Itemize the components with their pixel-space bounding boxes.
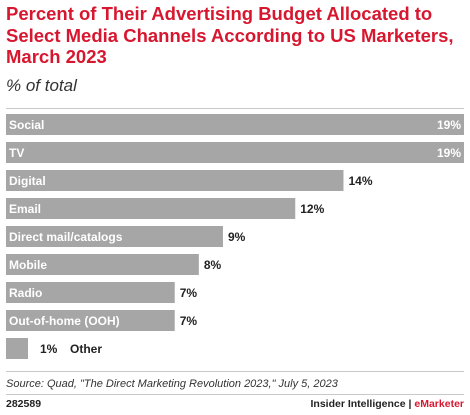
category-label: Out-of-home (OOH) [9, 314, 120, 328]
bar-social [6, 114, 464, 135]
bar-tv [6, 142, 464, 163]
value-label: 8% [204, 258, 222, 272]
value-label: 12% [300, 202, 324, 216]
bar-radio [6, 282, 175, 303]
category-label: Radio [9, 286, 42, 300]
category-label: Mobile [9, 258, 47, 272]
brand-credit: Insider Intelligence | eMarketer [310, 398, 464, 410]
value-label: 14% [348, 174, 372, 188]
bar-chart: Social 19% TV 19% Digital 14% Email 12% Direct m… [6, 114, 464, 359]
category-label: TV [9, 146, 24, 160]
brand-main: Insider Intelligence | [310, 398, 415, 410]
value-label: 1% [40, 342, 58, 356]
value-label: 19% [437, 118, 461, 132]
top-divider [6, 108, 464, 109]
bar-out-of-home-ooh- [6, 310, 175, 331]
category-label: Other [70, 342, 102, 356]
value-label: 19% [437, 146, 461, 160]
source-divider [6, 371, 464, 372]
brand-accent: eMarketer [414, 398, 464, 410]
category-label: Digital [9, 174, 46, 188]
category-label: Direct mail/catalogs [9, 230, 123, 244]
value-label: 7% [180, 314, 198, 328]
value-label: 7% [180, 286, 198, 300]
category-label: Social [9, 118, 44, 132]
chart-id: 282589 [6, 398, 42, 410]
value-label: 9% [228, 230, 246, 244]
chart-title: Percent of Their Advertising Budget Allo… [6, 3, 454, 67]
category-label: Email [9, 202, 41, 216]
bar-email [6, 198, 296, 219]
bar-mobile [6, 254, 199, 275]
bar-direct-mail-catalogs [6, 226, 223, 247]
bar-digital [6, 170, 344, 191]
bar-other [6, 338, 28, 359]
source-note: Source: Quad, "The Direct Marketing Revo… [6, 378, 338, 390]
chart-subtitle: % of total [6, 76, 77, 95]
footer-divider [6, 394, 464, 395]
